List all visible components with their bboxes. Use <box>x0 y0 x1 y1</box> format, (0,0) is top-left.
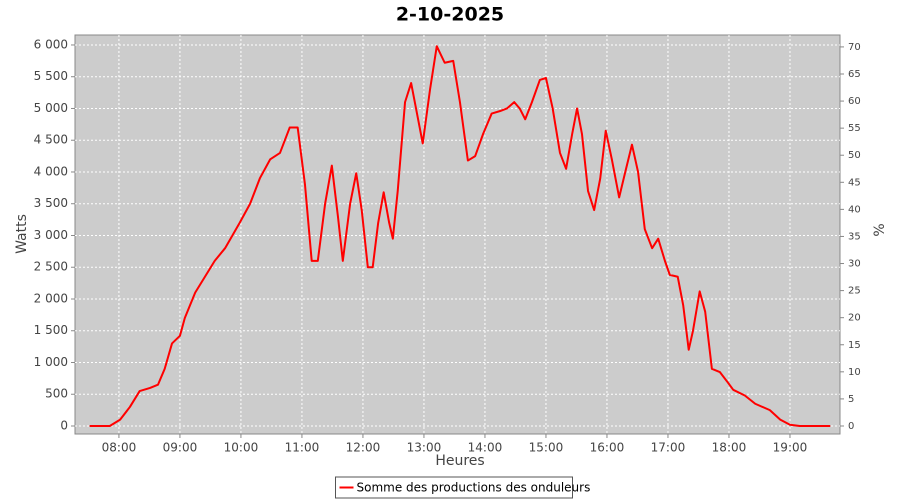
y2-axis-label: % <box>872 223 888 236</box>
legend-label: Somme des productions des onduleurs <box>357 481 591 495</box>
y2-tick-label: 60 <box>848 96 861 107</box>
y2-tick-label: 15 <box>848 340 861 351</box>
y2-tick-label: 20 <box>848 313 861 324</box>
y2-tick-label: 70 <box>848 42 861 53</box>
y-tick-label: 500 <box>45 387 68 401</box>
x-tick-label: 14:00 <box>468 441 503 455</box>
x-tick-label: 19:00 <box>773 441 808 455</box>
x-tick-label: 12:00 <box>346 441 381 455</box>
x-tick-label: 16:00 <box>590 441 625 455</box>
y2-tick-label: 50 <box>848 150 861 161</box>
y-tick-label: 1 000 <box>34 355 68 369</box>
y-tick-label: 5 500 <box>34 69 68 83</box>
y-axis-label: Watts <box>14 214 30 254</box>
x-tick-label: 18:00 <box>712 441 747 455</box>
y2-tick-label: 45 <box>848 177 861 188</box>
y-tick-label: 2 000 <box>34 291 68 305</box>
x-tick-label: 09:00 <box>163 441 198 455</box>
y-tick-label: 4 500 <box>34 133 68 147</box>
x-tick-label: 11:00 <box>285 441 320 455</box>
y2-tick-label: 40 <box>848 204 861 215</box>
y-tick-label: 1 500 <box>34 323 68 337</box>
x-tick-label: 10:00 <box>224 441 259 455</box>
y2-tick-label: 30 <box>848 259 861 270</box>
x-tick-label: 15:00 <box>529 441 564 455</box>
y2-tick-label: 35 <box>848 231 861 242</box>
y-tick-label: 0 <box>60 418 68 432</box>
y2-tick-label: 10 <box>848 367 861 378</box>
y2-tick-label: 25 <box>848 286 861 297</box>
y-tick-label: 4 000 <box>34 164 68 178</box>
y2-tick-label: 0 <box>848 421 854 432</box>
y-tick-label: 6 000 <box>34 37 68 51</box>
y-tick-label: 3 500 <box>34 196 68 210</box>
plot-area <box>74 34 841 435</box>
y2-tick-label: 5 <box>848 394 854 405</box>
x-tick-label: 13:00 <box>407 441 442 455</box>
y-tick-label: 3 000 <box>34 228 68 242</box>
x-tick-label: 08:00 <box>102 441 137 455</box>
x-axis-label: Heures <box>435 453 484 469</box>
line <box>89 45 831 427</box>
y2-tick-label: 55 <box>848 123 861 134</box>
chart-title: 2-10-2025 <box>396 4 504 26</box>
x-tick-label: 17:00 <box>651 441 686 455</box>
legend-box <box>335 476 573 499</box>
y-tick-label: 2 500 <box>34 260 68 274</box>
y2-tick-label: 65 <box>848 69 861 80</box>
y-tick-label: 5 000 <box>34 101 68 115</box>
